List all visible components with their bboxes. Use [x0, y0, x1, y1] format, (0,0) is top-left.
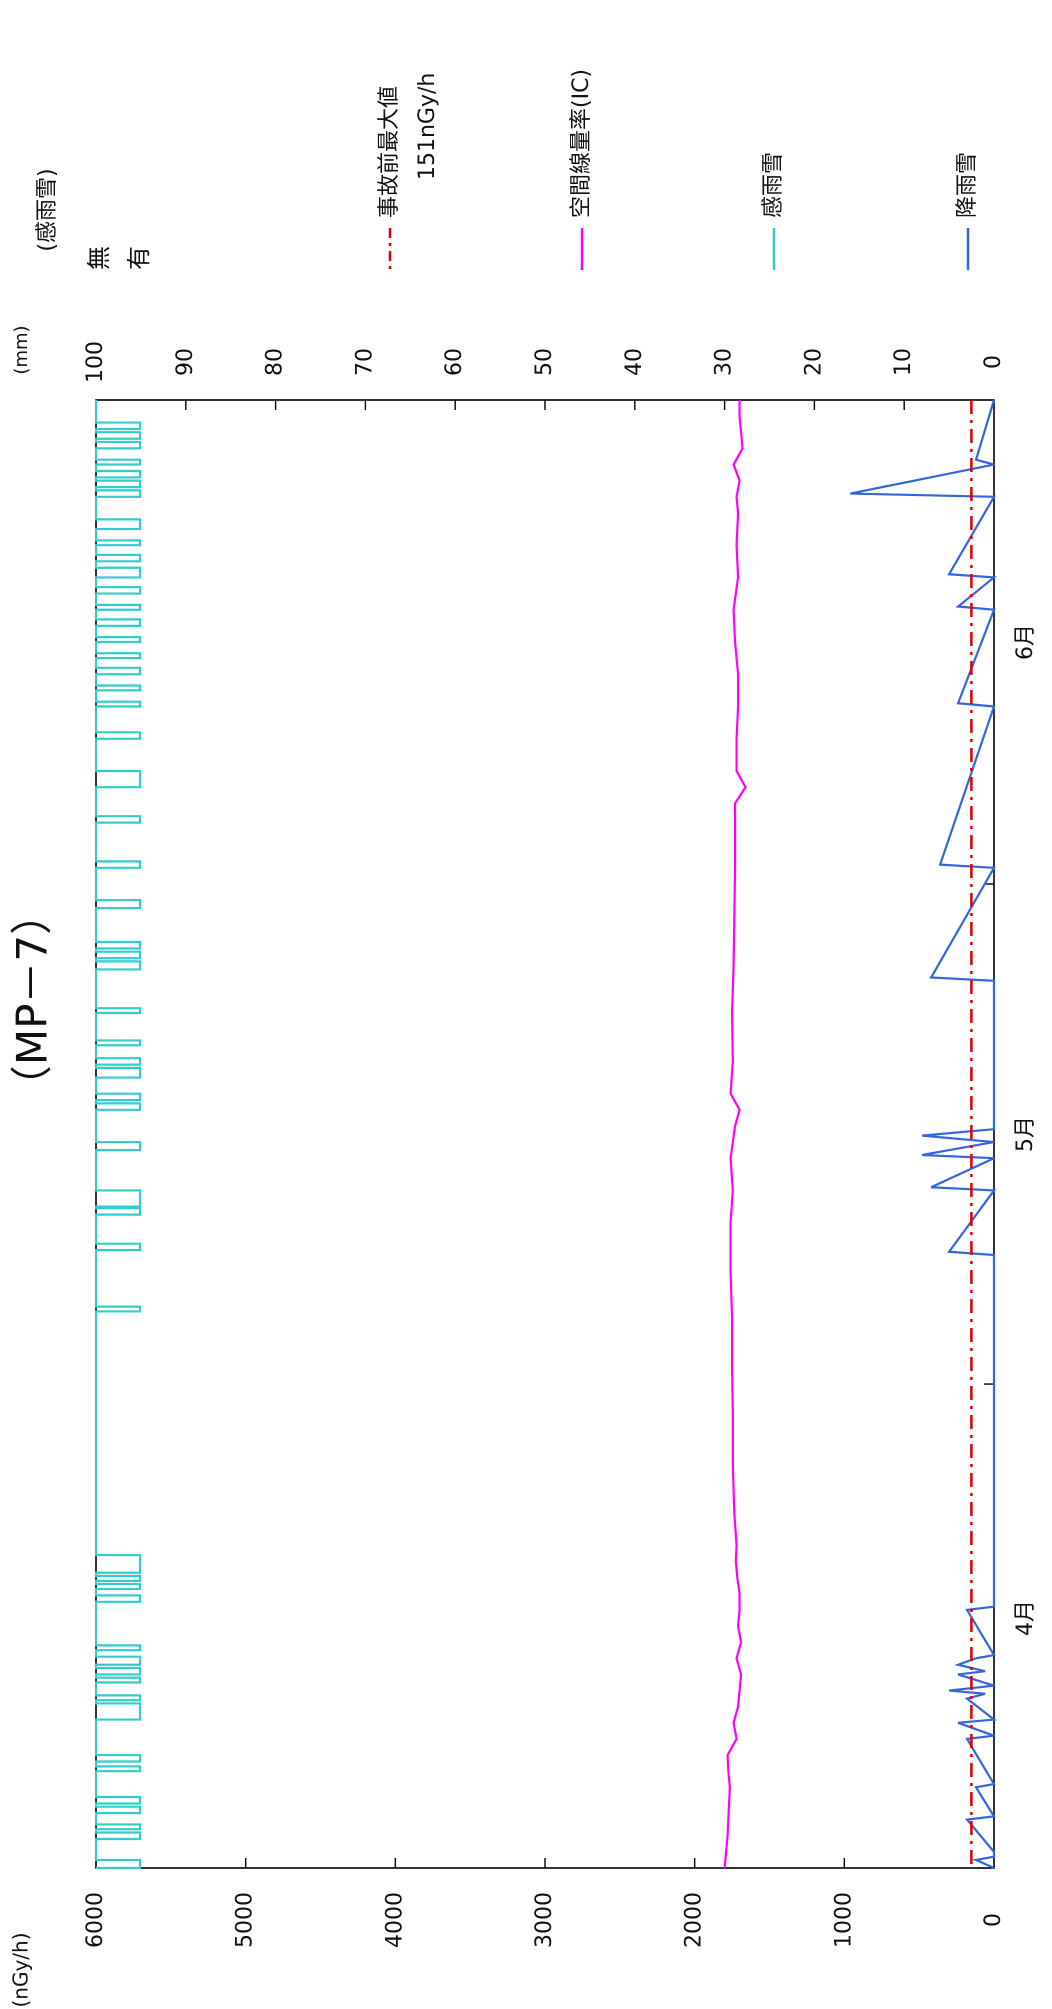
right-axis-tick-label: 10	[891, 348, 916, 376]
chart-title: （MP－7）	[8, 893, 57, 1107]
right-axis-tick-label: 90	[173, 348, 198, 376]
left-axis-tick-label: 2000	[682, 1892, 707, 1948]
sense-axis-header: (感雨雪)	[35, 168, 60, 251]
left-axis-tick-label: 1000	[831, 1892, 856, 1948]
date-axis-label: 5月	[1013, 1116, 1038, 1152]
legend-dose: 空間線量率(IC)	[569, 69, 594, 270]
legend-pre-accident-label: 事故前最大値	[377, 86, 402, 218]
date-axis-label: 6月	[1013, 624, 1038, 660]
left-axis-tick-label: 6000	[83, 1892, 108, 1948]
right-axis-tick-label: 40	[622, 348, 647, 376]
sense-series-line	[94, 400, 142, 1870]
legend-sense-label: 感雨雪	[761, 152, 786, 218]
right-axis-tick-label: 20	[801, 348, 826, 376]
plot-frame	[95, 399, 995, 1869]
sense-axis-yes: 有	[125, 246, 153, 270]
right-axis-tick-label: 0	[981, 355, 1006, 369]
right-axis-tick-label: 30	[712, 348, 737, 376]
legend-sense: 感雨雪	[761, 152, 786, 270]
right-axis-tick-label: 100	[83, 341, 108, 383]
legend-pre-accident-value: 151nGy/h	[415, 73, 440, 180]
left-axis-tick-label: 0	[981, 1913, 1006, 1927]
date-axis-label: 4月	[1013, 1600, 1038, 1636]
date-axis: 4月 5月 6月	[984, 624, 1038, 1636]
left-axis-unit: (nGy/h)	[9, 1932, 33, 2007]
left-axis-tick-label: 4000	[382, 1892, 407, 1948]
right-axis-tick-label: 50	[532, 348, 557, 376]
series-layer	[94, 399, 997, 1870]
sense-axis-none: 無	[85, 246, 113, 270]
right-axis-tick-label: 80	[263, 348, 288, 376]
dose-series-line	[723, 400, 747, 1869]
legend-dose-label: 空間線量率(IC)	[569, 69, 594, 218]
legend-precip: 降雨雪	[955, 152, 980, 270]
right-axis-tick-label: 70	[352, 348, 377, 376]
legend: 事故前最大値 151nGy/h 空間線量率(IC) 感雨雪 降雨雪	[377, 69, 980, 270]
legend-pre-accident: 事故前最大値 151nGy/h	[377, 73, 440, 270]
legend-precip-label: 降雨雪	[955, 152, 980, 218]
right-axis-unit: (mm)	[11, 325, 32, 374]
right-axis: 0 10 20 30 40 50 60 70 80 90 100	[83, 341, 1006, 410]
right-axis-tick-label: 60	[442, 348, 467, 376]
left-axis-tick-label: 5000	[233, 1892, 258, 1948]
left-axis-tick-label: 3000	[532, 1892, 557, 1948]
left-axis: 0 1000 2000 3000 4000 5000 6000	[83, 1858, 1006, 1948]
